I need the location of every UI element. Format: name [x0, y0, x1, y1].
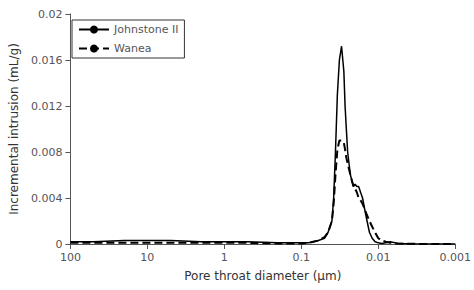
svg-text:0.1: 0.1	[293, 251, 311, 264]
svg-text:Incremental intrusion (mL/g): Incremental intrusion (mL/g)	[7, 43, 21, 215]
svg-text:0.001: 0.001	[440, 251, 472, 264]
svg-text:0: 0	[55, 238, 62, 251]
svg-text:0.016: 0.016	[31, 54, 63, 67]
svg-text:Johnstone II: Johnstone II	[113, 23, 178, 36]
svg-text:100: 100	[60, 251, 81, 264]
svg-text:10: 10	[140, 251, 154, 264]
svg-text:Pore throat diameter (μm): Pore throat diameter (μm)	[184, 269, 341, 283]
svg-text:0.02: 0.02	[38, 8, 63, 21]
svg-text:1: 1	[221, 251, 228, 264]
svg-text:0.008: 0.008	[31, 146, 63, 159]
svg-text:0.012: 0.012	[31, 100, 63, 113]
svg-text:0.01: 0.01	[366, 251, 391, 264]
svg-text:Wanea: Wanea	[114, 42, 151, 55]
svg-text:0.004: 0.004	[31, 192, 63, 205]
